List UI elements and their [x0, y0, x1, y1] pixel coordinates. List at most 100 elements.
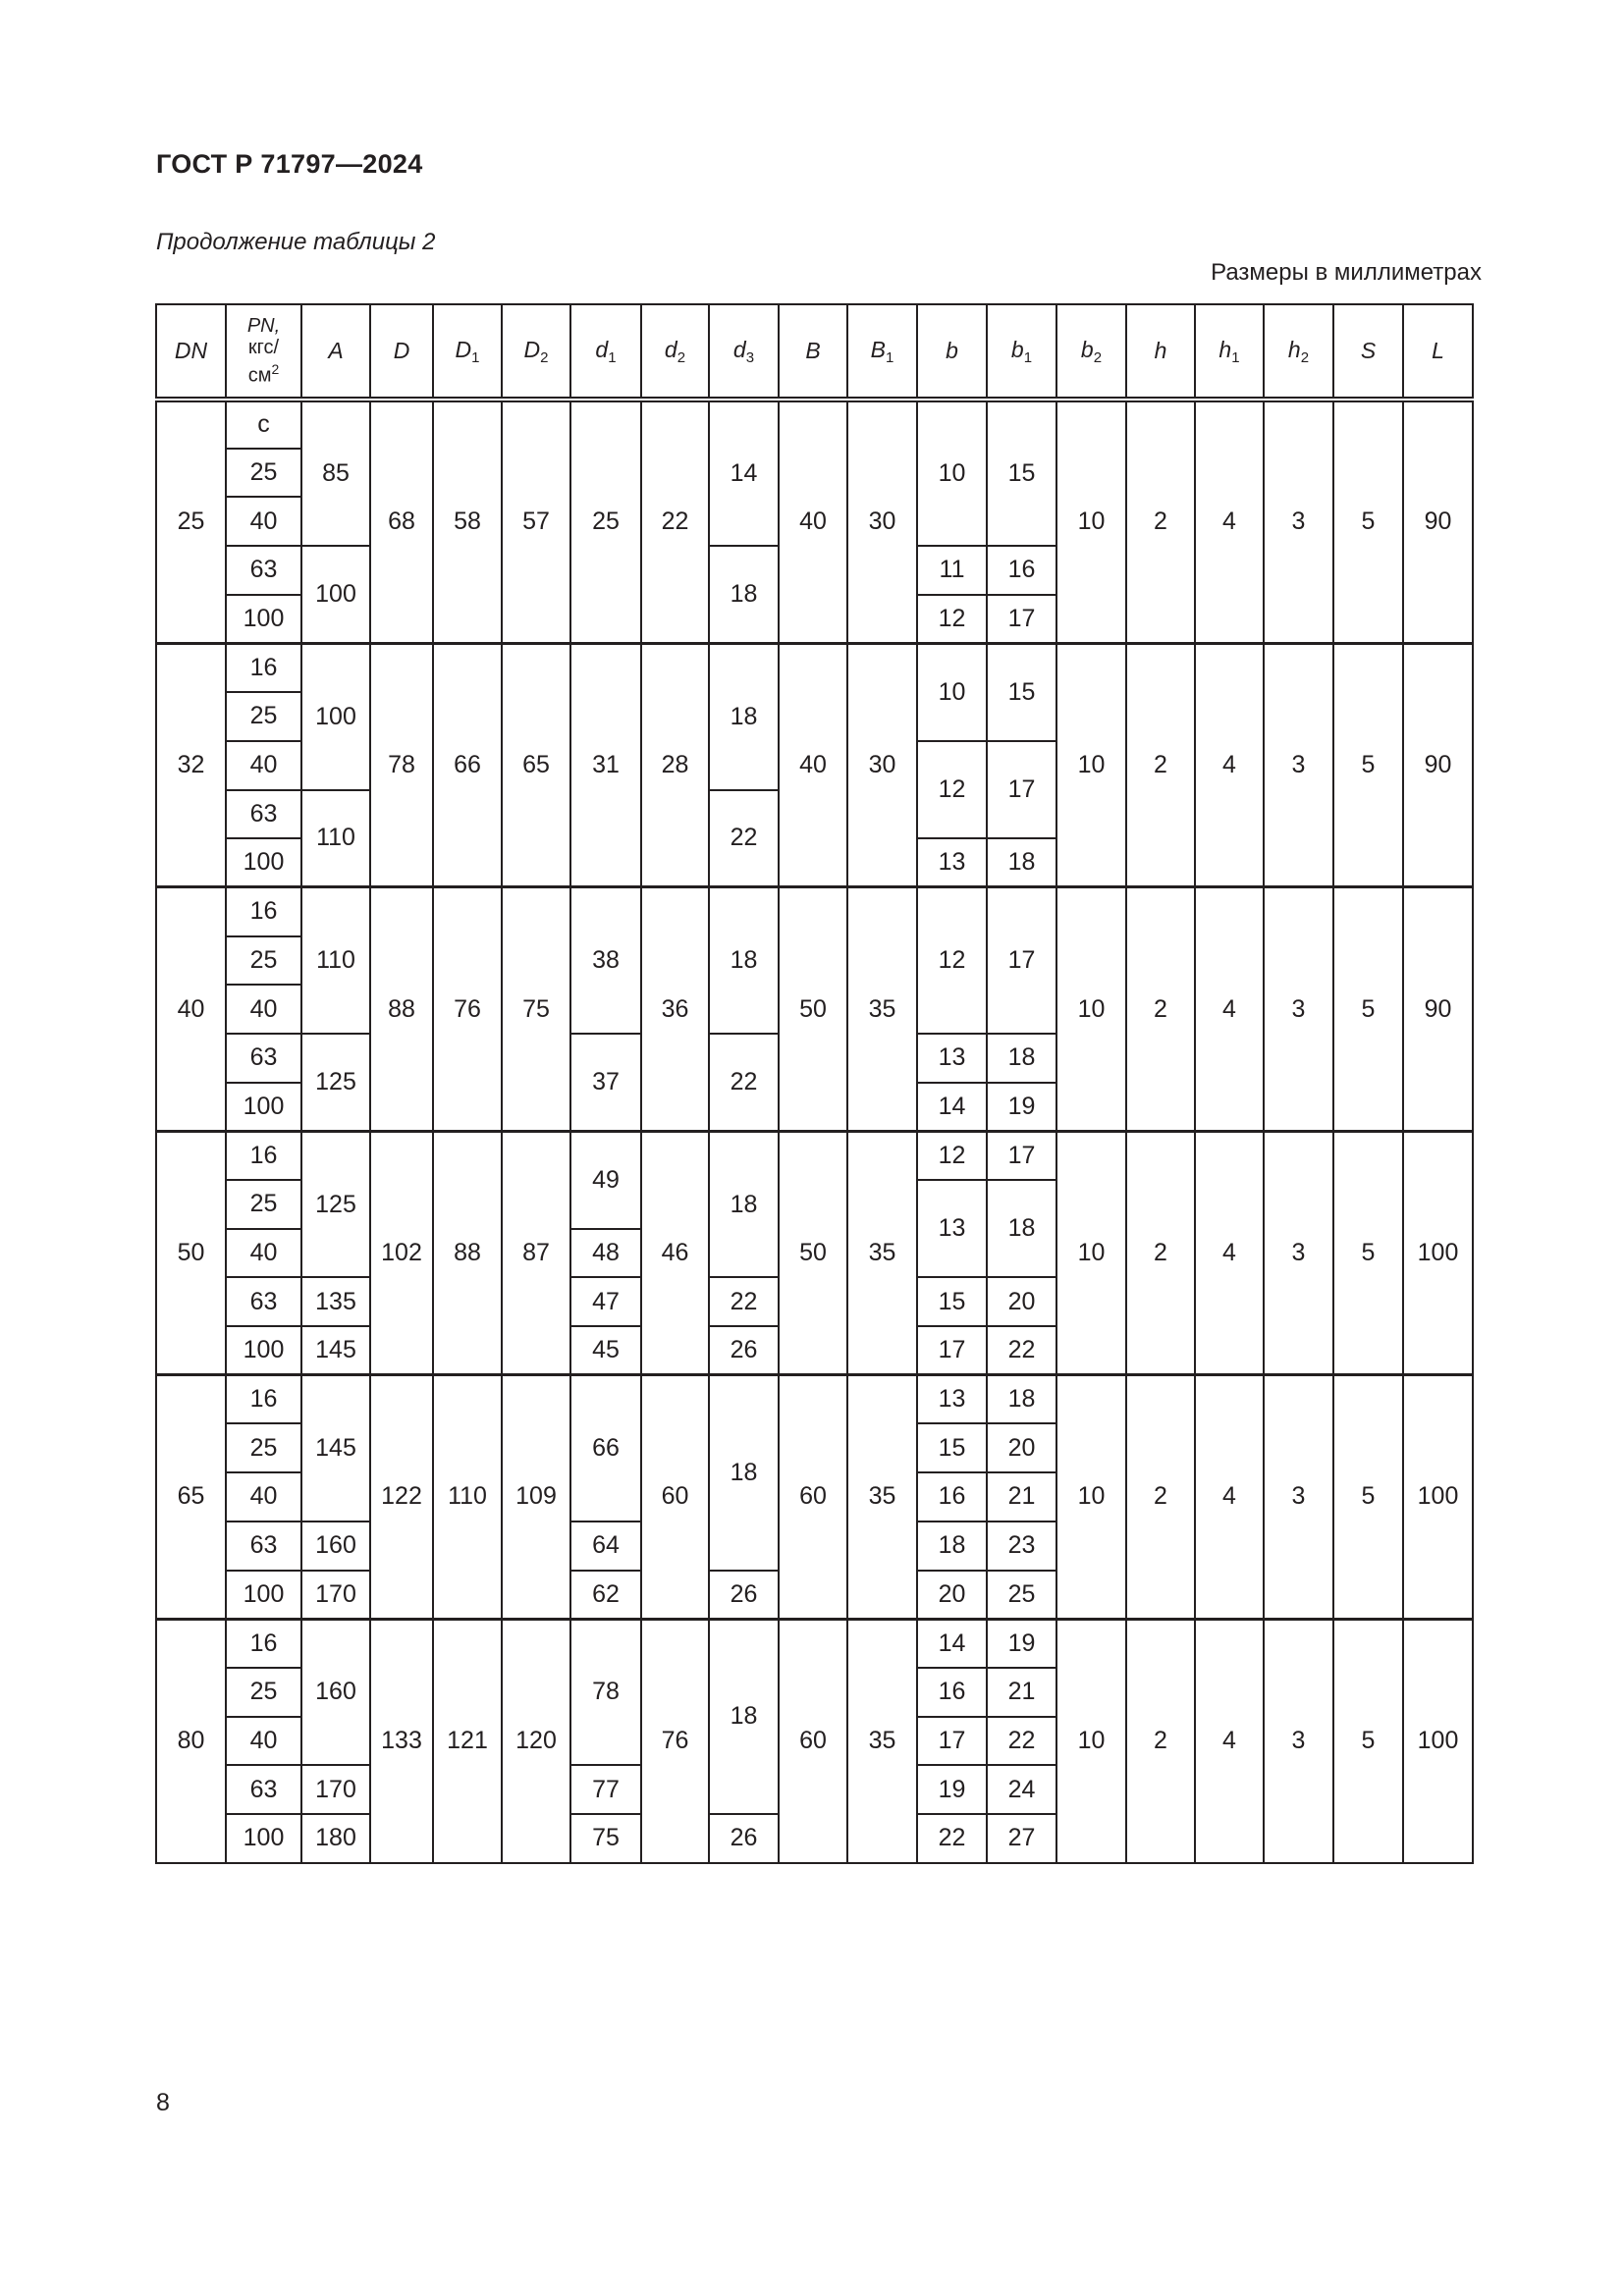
table-row: 100 170 62 26 20 25	[156, 1569, 1473, 1621]
cell-pn: 25	[225, 447, 302, 499]
column-header: A	[300, 303, 371, 402]
cell-d2: 75	[501, 885, 571, 1133]
cell-b1: 35	[846, 885, 918, 1133]
cell-b1: 19	[986, 1081, 1057, 1133]
cell-a: 100	[300, 641, 371, 791]
table-row: 40 16 21	[156, 1471, 1473, 1522]
cell-pn: 25	[225, 691, 302, 742]
cell-d1: 31	[569, 641, 642, 888]
cell-b: 13	[916, 1373, 988, 1425]
cell-pn: 16	[225, 885, 302, 937]
cell-b1: 20	[986, 1422, 1057, 1474]
cell-b1: 18	[986, 1178, 1057, 1279]
cell-pn: 63	[225, 788, 302, 840]
column-header: h1	[1194, 303, 1265, 402]
cell-d1: 64	[569, 1520, 642, 1572]
cell-b: 14	[916, 1081, 988, 1133]
cell-b2: 10	[1056, 400, 1127, 645]
cell-h2: 3	[1263, 1129, 1334, 1376]
cell-s: 5	[1332, 1373, 1404, 1621]
cell-b: 11	[916, 545, 988, 596]
cell-b1: 18	[986, 1373, 1057, 1425]
column-header-subscript: 2	[677, 348, 686, 366]
column-header-symbol: B	[805, 338, 821, 363]
column-header: S	[1332, 303, 1404, 402]
column-header: h2	[1263, 303, 1334, 402]
cell-b: 17	[916, 1715, 988, 1767]
cell-h: 2	[1125, 1129, 1196, 1376]
cell-l: 90	[1402, 641, 1474, 888]
column-header-subscript: 2	[1300, 348, 1310, 366]
cell-pn: 40	[225, 984, 302, 1035]
cell-b: 13	[916, 1032, 988, 1084]
cell-d3: 18	[708, 545, 780, 645]
column-header: b	[916, 303, 988, 402]
cell-b: 12	[916, 885, 988, 1035]
table-row: 40 48	[156, 1227, 1473, 1279]
cell-a: 160	[300, 1617, 371, 1767]
cell-d1: 25	[569, 400, 642, 645]
column-header: d1	[569, 303, 642, 402]
cell-d: 88	[369, 885, 434, 1133]
cell-d1: 48	[569, 1227, 642, 1279]
column-header-symbol: D	[393, 338, 410, 363]
cell-d1: 47	[569, 1276, 642, 1328]
cell-b: 12	[916, 739, 988, 840]
table-row: 25 15 20	[156, 1422, 1473, 1474]
cell-d1: 76	[432, 885, 503, 1133]
column-header-symbol: h	[1287, 336, 1301, 362]
column-header-symbol: D	[523, 336, 541, 362]
cell-s: 5	[1332, 400, 1404, 645]
cell-pn: 100	[225, 837, 302, 888]
cell-a: 160	[300, 1520, 371, 1572]
cell-d2: 22	[640, 400, 710, 645]
cell-d1: 49	[569, 1129, 642, 1230]
cell-l: 100	[1402, 1373, 1474, 1621]
cell-b1: 24	[986, 1764, 1057, 1815]
cell-pn: 25	[225, 1422, 302, 1474]
cell-pn: 63	[225, 1520, 302, 1572]
table-row: 25 16 21	[156, 1666, 1473, 1718]
cell-d2: 65	[501, 641, 571, 888]
cell-h1: 4	[1194, 1617, 1265, 1864]
cell-b1: 22	[986, 1715, 1057, 1767]
table-body: 25 с 85 68 58 57 25 22 14 40 30 10 15 10 2 4 3 5 90 25 40 63 1…	[155, 400, 1474, 1864]
cell-pn: 40	[225, 496, 302, 548]
cell-a: 125	[300, 1032, 371, 1133]
table-row: 100 12 17	[156, 593, 1473, 645]
cell-h2: 3	[1263, 1617, 1334, 1864]
column-header: D	[369, 303, 434, 402]
cell-b: 12	[916, 593, 988, 645]
cell-a: 85	[300, 400, 371, 548]
column-header-subscript: 1	[886, 348, 894, 366]
cell-d3: 26	[708, 1569, 780, 1621]
cell-pn: 63	[225, 1276, 302, 1328]
cell-d2: 120	[501, 1617, 571, 1864]
cell-d2: 36	[640, 885, 710, 1133]
column-header-symbol: L	[1432, 338, 1444, 363]
table-row: 25 13 18	[156, 1178, 1473, 1279]
cell-b: 22	[916, 1812, 988, 1864]
cell-a: 100	[300, 545, 371, 645]
cell-pn: 25	[225, 934, 302, 987]
cell-pn: 40	[225, 1471, 302, 1522]
column-header-line: кгс/	[247, 337, 280, 359]
cell-d1: 78	[569, 1617, 642, 1767]
column-header-symbol: S	[1360, 338, 1377, 363]
table-row: 100 14 19	[156, 1081, 1473, 1133]
column-header: L	[1402, 303, 1474, 402]
document-code: ГОСТ Р 71797—2024	[156, 149, 423, 179]
cell-b: 15	[916, 1276, 988, 1328]
cell-d: 68	[369, 400, 434, 645]
cell-dn: 65	[155, 1373, 227, 1621]
table-row: 65 16 145 122 110 109 66 60 18 60 35 13 18 10 2 4 3 5 100	[155, 1373, 1474, 1621]
units-note: Размеры в миллиметрах	[1211, 259, 1482, 286]
cell-d2: 46	[640, 1129, 710, 1376]
cell-pn: 40	[225, 1227, 302, 1279]
table-row: 25	[156, 447, 1473, 499]
cell-d2: 60	[640, 1373, 710, 1621]
cell-b: 15	[916, 1422, 988, 1474]
cell-d1: 62	[569, 1569, 642, 1621]
cell-b: 50	[778, 1129, 848, 1376]
column-header-symbol: b	[946, 338, 958, 363]
